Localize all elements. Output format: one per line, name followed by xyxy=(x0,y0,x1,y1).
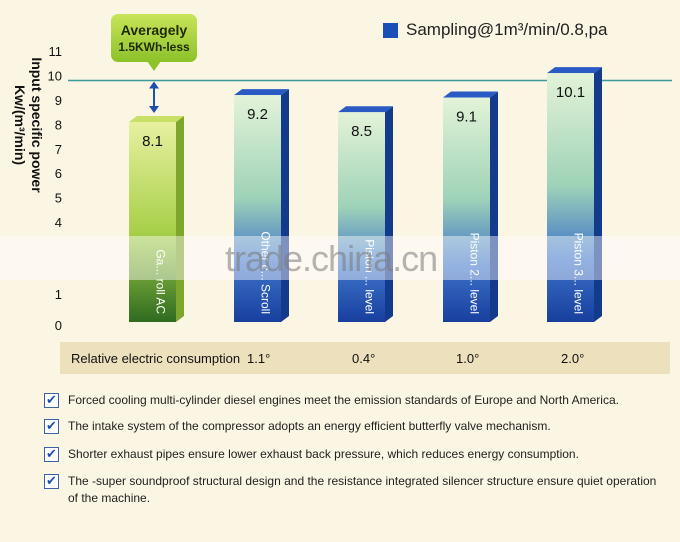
bar xyxy=(234,95,281,323)
bar-value-label: 9.1 xyxy=(456,109,477,126)
checkbox-icon xyxy=(44,391,59,408)
y-tick-label: 6 xyxy=(55,166,62,181)
bar-top xyxy=(234,89,289,96)
bar xyxy=(547,73,594,322)
arrow-head-up xyxy=(149,81,159,89)
bar xyxy=(443,97,490,322)
y-tick-label: 5 xyxy=(55,191,62,206)
bar-side xyxy=(281,89,289,323)
category-label: Other c... Scroll xyxy=(259,231,273,314)
y-tick-label: 8 xyxy=(55,117,62,132)
legend: Sampling@1m³/min/0.8,pa xyxy=(383,20,608,40)
arrow-head-down xyxy=(149,105,159,113)
bar-side xyxy=(176,115,184,323)
y-tick-label: 1 xyxy=(55,287,62,302)
bar xyxy=(129,121,176,323)
category-label: Piston 3... level xyxy=(572,233,586,314)
watermark-text: trade.china.cn xyxy=(225,238,438,279)
y-tick-label: 11 xyxy=(49,44,63,59)
consumption-value: 1.1° xyxy=(247,351,271,366)
bar-side xyxy=(490,91,498,322)
bar-value-label: 8.5 xyxy=(351,123,372,140)
legend-label: Sampling@1m³/min/0.8,pa xyxy=(406,20,608,39)
bar-value-label: 10.1 xyxy=(556,84,585,101)
bar-side xyxy=(385,106,393,322)
consumption-row: Relative electric consumption 1.1° 0.4° … xyxy=(60,342,670,374)
checkbox-icon xyxy=(44,472,59,489)
bar-top xyxy=(129,115,184,122)
category-label: Ga... roll AC xyxy=(154,249,168,314)
consumption-value: 2.0° xyxy=(561,351,585,366)
y-tick-label: 4 xyxy=(55,215,62,230)
legend-swatch xyxy=(383,22,398,38)
bar-side xyxy=(594,67,602,322)
y-tick-label: 9 xyxy=(55,93,62,108)
consumption-value: 0.4° xyxy=(352,351,376,366)
y-tick-label: 7 xyxy=(55,142,62,157)
category-label: Piston ... level xyxy=(363,239,377,314)
feature-text: Forced cooling multi-cylinder diesel eng… xyxy=(68,393,619,407)
feature-text: The -super soundproof structural design … xyxy=(68,474,657,505)
bar-top xyxy=(443,91,498,98)
bar-value-label: 8.1 xyxy=(142,133,163,150)
bar-chart: 0 1 4 5 6 7 8 9 10 11 8.1 Ga... roll AC 9.2 Other c..… xyxy=(48,44,672,333)
y-tick-label: 0 xyxy=(55,318,62,333)
bar-value-label: 9.2 xyxy=(247,106,268,123)
watermark: trade.china.cn xyxy=(0,236,680,280)
y-axis-label: Input specific power Kw/(m³/min) xyxy=(12,57,45,193)
bar xyxy=(338,112,385,322)
consumption-label: Relative electric consumption xyxy=(71,351,241,366)
category-label: Piston 2... level xyxy=(468,233,482,314)
consumption-value: 1.0° xyxy=(456,351,480,366)
bar-top xyxy=(547,67,602,74)
callout-line1: Averagely xyxy=(120,22,188,38)
y-tick-label: 10 xyxy=(48,69,62,84)
checkbox-icon xyxy=(44,417,59,434)
bar-top xyxy=(338,106,393,113)
feature-text: Shorter exhaust pipes ensure lower exhau… xyxy=(68,447,579,461)
checkbox-icon xyxy=(44,445,59,462)
callout-line2: 1.5KWh-less xyxy=(118,40,190,54)
savings-callout: Averagely 1.5KWh-less xyxy=(111,14,197,71)
feature-text: The intake system of the compressor adop… xyxy=(68,419,551,433)
